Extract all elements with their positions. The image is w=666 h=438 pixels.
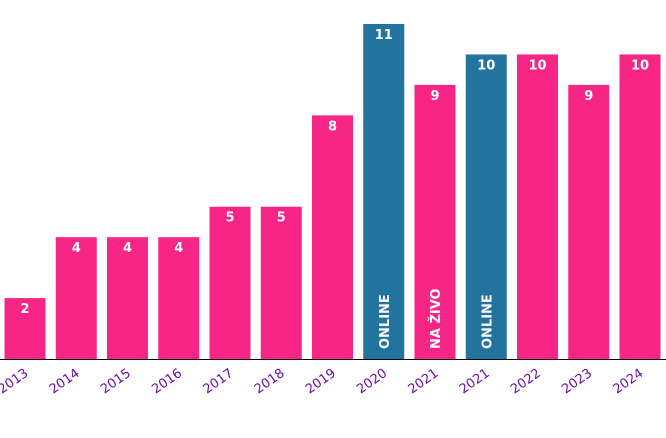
x-tick-label: 2019 <box>303 366 339 397</box>
x-tick-label: 2014 <box>47 366 83 397</box>
value-label: 9 <box>430 89 439 104</box>
x-tick-label: 2020 <box>354 366 390 397</box>
x-tick-label: 2024 <box>611 366 647 397</box>
bar-2022-10 <box>517 54 558 359</box>
bar-2018-5 <box>260 206 302 359</box>
bar-2017-4 <box>209 206 251 359</box>
value-labels-group: 2 4 4 4 5 5 8 11 9 10 10 9 10 <box>20 28 649 317</box>
value-label: 4 <box>72 241 81 256</box>
x-tick-label: 2017 <box>201 366 237 397</box>
bar-2023-11 <box>568 84 610 359</box>
bar-2024-12 <box>619 54 661 359</box>
bar-2016-3 <box>158 237 200 359</box>
bar-2014-1 <box>55 237 97 359</box>
value-label: 5 <box>225 211 234 226</box>
value-label: 4 <box>174 241 183 256</box>
x-tick-labels-group: 2013 2014 2015 2016 2017 2018 2019 2020 2021 2021… <box>0 366 646 397</box>
bar-annotation: NA ŽIVO <box>428 288 444 349</box>
value-label: 8 <box>328 119 337 134</box>
value-label: 9 <box>584 89 593 104</box>
bar-2015-2 <box>107 237 148 359</box>
bar-2019-6 <box>312 115 353 359</box>
bar-2013-0 <box>4 298 46 359</box>
bar-2021-8 <box>414 84 456 359</box>
bar-annotation: ONLINE <box>480 294 495 349</box>
bar-annotations-group: ONLINE NA ŽIVO ONLINE <box>378 288 496 349</box>
x-tick-label: 2015 <box>98 366 134 397</box>
value-label: 11 <box>375 28 393 43</box>
x-tick-label: 2023 <box>559 366 595 397</box>
bar-2020-7 <box>363 24 405 359</box>
bars-group <box>4 24 661 359</box>
x-tick-label: 2021 <box>457 366 493 397</box>
x-tick-label: 2016 <box>149 366 185 397</box>
value-label: 2 <box>20 302 29 317</box>
bar-2021-9 <box>465 54 507 359</box>
value-label: 10 <box>528 58 546 73</box>
x-tick-label: 2018 <box>252 366 288 397</box>
x-tick-label: 2022 <box>508 366 544 397</box>
value-label: 10 <box>477 58 495 73</box>
value-label: 10 <box>631 58 649 73</box>
x-tick-label: 2013 <box>0 366 31 397</box>
value-label: 5 <box>277 211 286 226</box>
bar-annotation: ONLINE <box>378 294 393 349</box>
value-label: 4 <box>123 241 132 256</box>
x-tick-label: 2021 <box>406 366 442 397</box>
